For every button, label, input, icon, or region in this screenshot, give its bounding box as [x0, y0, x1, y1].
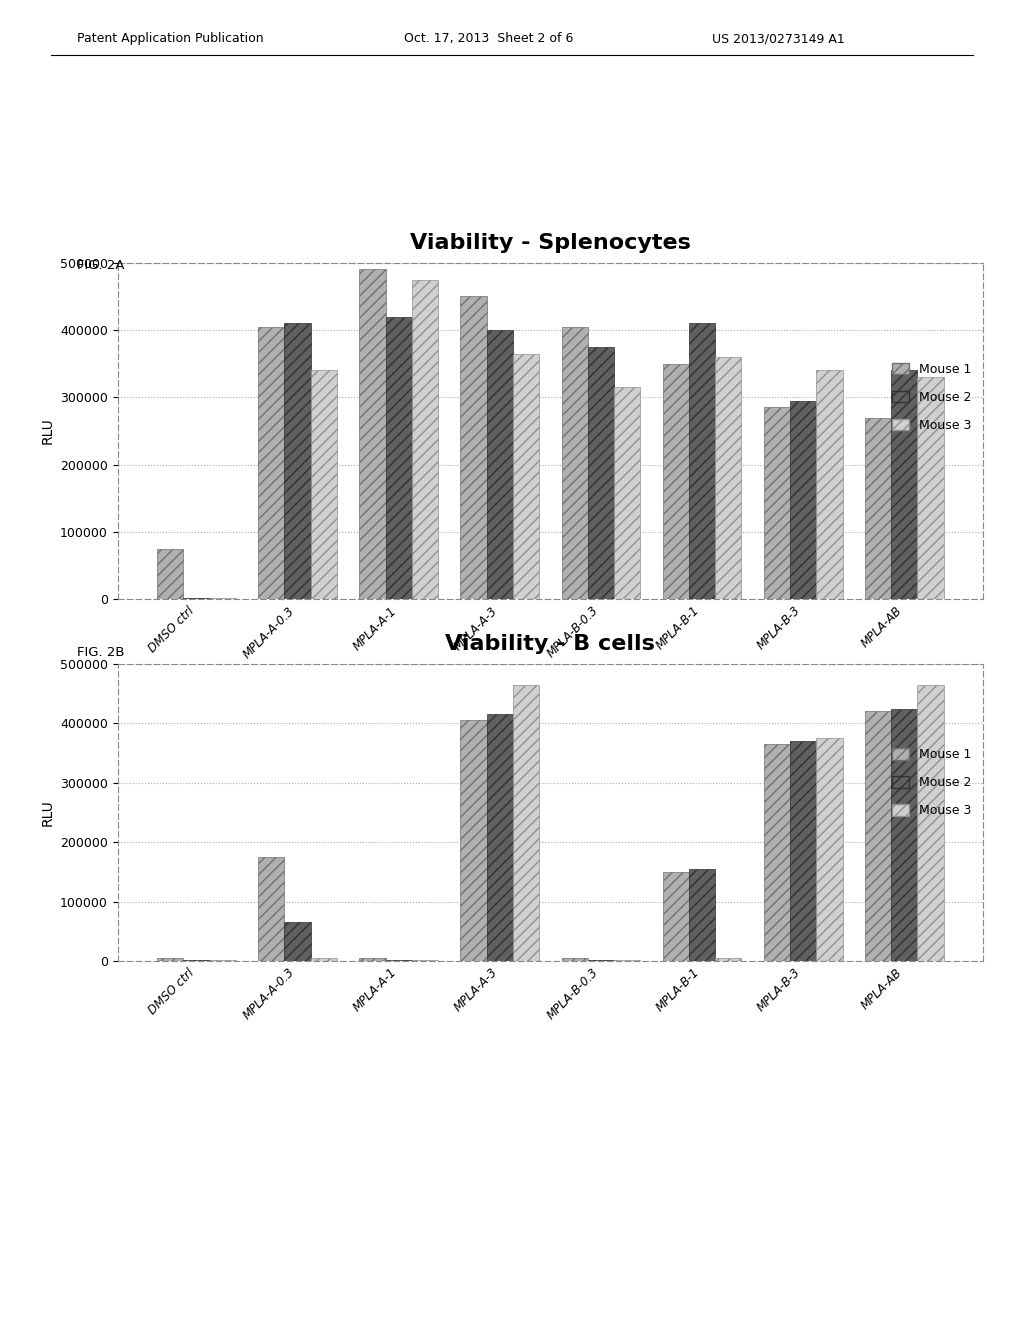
Bar [310, 371, 337, 599]
Bar [157, 549, 183, 599]
Bar [865, 417, 891, 599]
Bar [891, 709, 918, 961]
Bar [513, 685, 540, 961]
Text: FIG. 2B: FIG. 2B [77, 645, 124, 659]
Bar [258, 857, 285, 961]
Bar [486, 330, 513, 599]
Bar [359, 958, 386, 961]
Y-axis label: RLU: RLU [41, 799, 54, 826]
Bar [764, 744, 791, 961]
Bar [386, 317, 412, 599]
Bar [461, 721, 486, 961]
Bar [791, 742, 816, 961]
Bar [791, 401, 816, 599]
Bar [663, 363, 689, 599]
Bar [689, 323, 715, 599]
Bar [285, 323, 310, 599]
Bar [715, 958, 741, 961]
Bar [157, 958, 183, 961]
Bar [486, 714, 513, 961]
Bar [816, 371, 843, 599]
Bar [461, 296, 486, 599]
Bar [764, 408, 791, 599]
Bar [561, 958, 588, 961]
Bar [310, 958, 337, 961]
Bar [588, 347, 614, 599]
Title: Viability - Splenocytes: Viability - Splenocytes [410, 232, 691, 253]
Bar [614, 387, 640, 599]
Text: Oct. 17, 2013  Sheet 2 of 6: Oct. 17, 2013 Sheet 2 of 6 [404, 32, 573, 45]
Bar [918, 685, 944, 961]
Text: US 2013/0273149 A1: US 2013/0273149 A1 [712, 32, 845, 45]
Y-axis label: RLU: RLU [41, 417, 54, 445]
Bar [513, 354, 540, 599]
Bar [663, 873, 689, 961]
Bar [359, 269, 386, 599]
Legend: Mouse 1, Mouse 2, Mouse 3: Mouse 1, Mouse 2, Mouse 3 [887, 358, 977, 437]
Bar [816, 738, 843, 961]
Bar [183, 598, 210, 599]
Text: FIG. 2A: FIG. 2A [77, 259, 124, 272]
Bar [210, 598, 236, 599]
Text: Patent Application Publication: Patent Application Publication [77, 32, 263, 45]
Bar [561, 326, 588, 599]
Bar [258, 326, 285, 599]
Bar [715, 356, 741, 599]
Bar [865, 711, 891, 961]
Title: Viability - B cells: Viability - B cells [445, 634, 655, 655]
Bar [689, 869, 715, 961]
Legend: Mouse 1, Mouse 2, Mouse 3: Mouse 1, Mouse 2, Mouse 3 [887, 743, 977, 822]
Bar [412, 280, 438, 599]
Bar [285, 923, 310, 961]
Bar [918, 378, 944, 599]
Bar [891, 371, 918, 599]
